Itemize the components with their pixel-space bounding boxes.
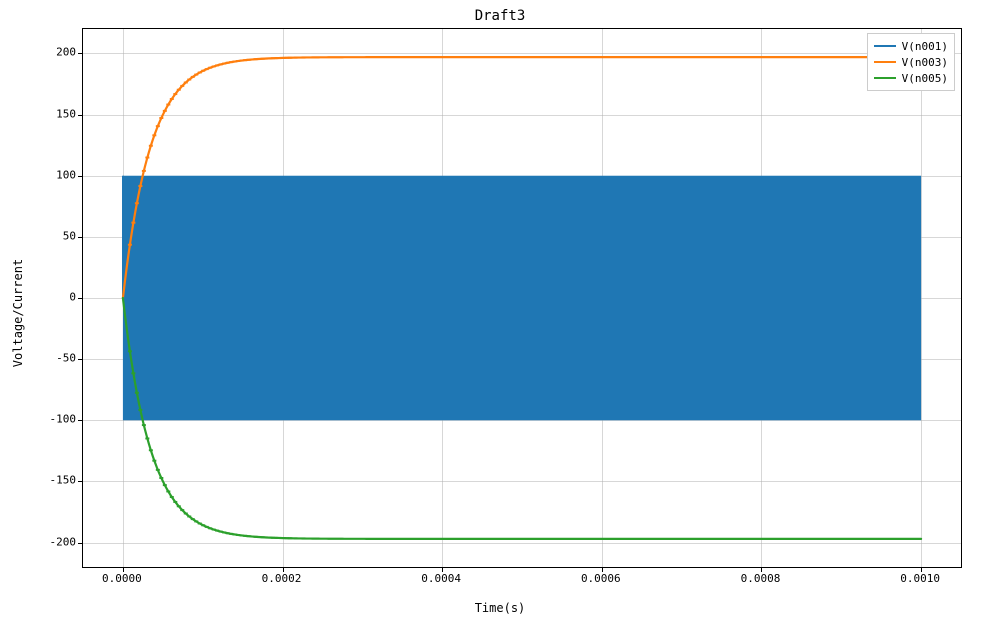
ytick-mark [78,176,83,177]
legend: V(n001) V(n003) V(n005) [867,33,955,91]
ytick-label: 200 [16,46,76,59]
legend-label: V(n005) [902,72,948,85]
ytick-label: 100 [16,168,76,181]
xtick-label: 0.0004 [421,572,461,585]
ytick-label: 50 [16,229,76,242]
legend-swatch [874,45,896,47]
ytick-mark [78,115,83,116]
chart-title: Draft3 [0,8,1000,24]
legend-item: V(n001) [874,38,948,54]
plot-area: V(n001) V(n003) V(n005) [82,28,962,568]
ytick-label: -50 [16,352,76,365]
ytick-mark [78,359,83,360]
ytick-label: -150 [16,474,76,487]
xtick-label: 0.0000 [102,572,142,585]
legend-item: V(n005) [874,70,948,86]
ytick-mark [78,53,83,54]
xtick-label: 0.0008 [741,572,781,585]
ytick-mark [78,481,83,482]
xtick-label: 0.0010 [900,572,940,585]
ytick-label: 0 [16,291,76,304]
ytick-label: -100 [16,413,76,426]
ytick-mark [78,298,83,299]
xtick-label: 0.0002 [262,572,302,585]
y-axis-label: Voltage/Current [11,258,25,366]
ytick-mark [78,237,83,238]
chart-container: Draft3 Voltage/Current Time(s) V(n001)V(… [0,0,1000,625]
xtick-label: 0.0006 [581,572,621,585]
ytick-mark [78,543,83,544]
legend-swatch [874,61,896,63]
series-V(n001) [123,176,921,421]
legend-item: V(n003) [874,54,948,70]
ytick-label: -200 [16,535,76,548]
legend-label: V(n001) [902,40,948,53]
ytick-mark [78,420,83,421]
legend-label: V(n003) [902,56,948,69]
legend-swatch [874,77,896,79]
ytick-label: 150 [16,107,76,120]
x-axis-label: Time(s) [475,601,526,615]
plot-svg [83,29,961,567]
